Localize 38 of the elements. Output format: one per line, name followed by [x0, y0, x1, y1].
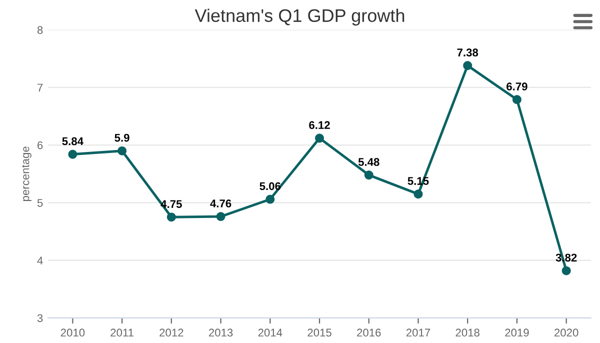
x-tick-label: 2018: [456, 328, 480, 337]
x-tick-label: 2013: [208, 328, 233, 337]
point: [364, 170, 374, 180]
x-tick-label: 2019: [505, 328, 529, 337]
chart-title: Vietnam's Q1 GDP growth: [194, 8, 404, 26]
x-tick-label: 2011: [110, 328, 134, 337]
x-tick-label: 2014: [258, 328, 282, 337]
y-tick-label: 4: [37, 256, 43, 264]
x-tick-label: 2017: [406, 328, 430, 337]
data-label: 5.06: [260, 182, 281, 190]
x-tick-label: 2016: [357, 328, 381, 337]
point: [166, 212, 176, 222]
point: [414, 190, 423, 199]
data-label: 7.38: [457, 48, 478, 56]
point: [512, 95, 522, 104]
data-label: 5.9: [114, 134, 130, 142]
data-label: 4.76: [210, 200, 232, 208]
x-tick-label: 2020: [554, 328, 578, 337]
point: [266, 194, 275, 204]
data-label: 6.12: [309, 121, 330, 130]
data-label: 6.79: [506, 82, 528, 90]
point: [68, 150, 78, 159]
y-tick-label: 6: [38, 141, 43, 150]
y-tick-label: 8: [37, 26, 43, 34]
point: [314, 134, 324, 143]
y-tick-label: 3: [37, 314, 43, 322]
x-tick-label: 2010: [60, 328, 85, 337]
data-label: 5.84: [62, 137, 84, 146]
point: [216, 212, 226, 222]
point: [562, 266, 571, 276]
x-tick-label: 2012: [160, 328, 184, 337]
x-tick-label: 2015: [308, 328, 332, 337]
y-axis-title: percentage: [22, 146, 32, 201]
y-tick-label: 5: [37, 199, 43, 207]
point: [463, 61, 472, 70]
y-tick-label: 7: [38, 84, 43, 92]
point: [118, 146, 127, 156]
data-label: 5.48: [358, 158, 380, 166]
